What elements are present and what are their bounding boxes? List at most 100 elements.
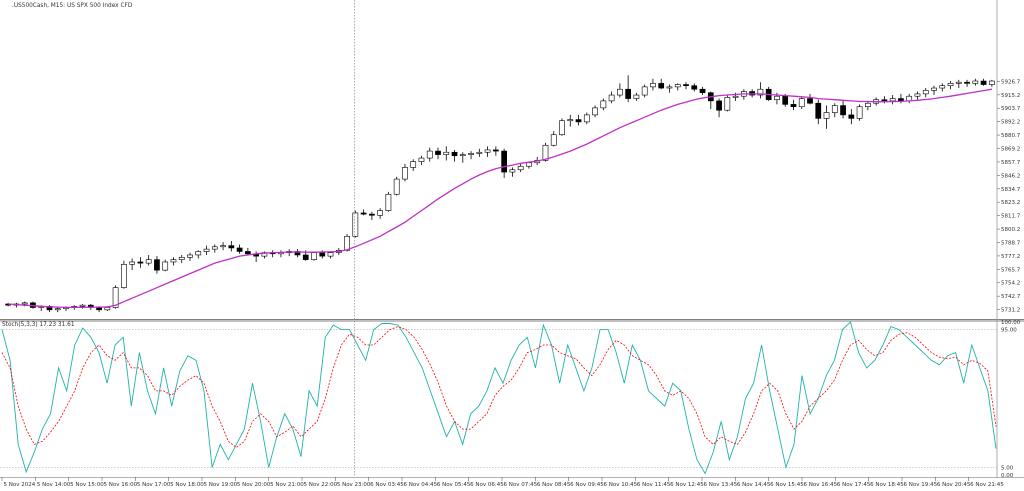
candle: [236, 244, 243, 254]
candle: [509, 167, 516, 177]
candle: [385, 191, 392, 212]
candle: [195, 250, 202, 259]
candle-body: [220, 245, 226, 248]
candle: [575, 114, 582, 126]
candle-body: [790, 104, 797, 108]
candle: [831, 103, 838, 118]
candle-body: [377, 210, 383, 216]
candle: [369, 211, 375, 220]
candle: [757, 82, 764, 99]
price-tick-label: 5777.2: [1001, 254, 1020, 260]
candle: [840, 100, 846, 119]
candle-body: [641, 86, 648, 96]
candle: [931, 85, 937, 96]
candle: [798, 97, 805, 110]
candle-body: [451, 151, 458, 157]
candle-body: [774, 95, 780, 101]
time-tick-label: 6 Nov 13:45: [704, 482, 738, 488]
candle-body: [931, 87, 937, 91]
candle-body: [443, 151, 450, 155]
candle-body: [716, 100, 722, 111]
candle: [145, 254, 152, 266]
candle-body: [964, 81, 970, 84]
price-tick-label: 5915.2: [1001, 93, 1020, 99]
candle: [592, 105, 598, 118]
candle-body: [311, 252, 317, 260]
time-tick-label: 6 Nov 03:45: [370, 482, 404, 488]
candle: [220, 242, 226, 251]
candle-body: [410, 161, 417, 168]
candle: [683, 82, 689, 90]
candle-body: [137, 261, 144, 264]
candle-body: [542, 144, 549, 161]
candle: [699, 86, 706, 96]
candle-body: [683, 84, 689, 87]
candle-body: [418, 157, 425, 162]
candle: [542, 142, 549, 162]
price-tick-label: 5903.7: [1001, 106, 1021, 112]
candle: [121, 260, 127, 289]
candle: [137, 257, 144, 268]
candle-body: [170, 259, 177, 263]
candle: [815, 99, 822, 125]
candle-body: [823, 112, 830, 119]
candle: [451, 149, 458, 162]
candle-body: [567, 119, 574, 122]
candle: [922, 88, 929, 98]
candle-body: [509, 169, 516, 173]
candle-body: [352, 212, 359, 237]
candle: [823, 105, 830, 129]
candle-body: [782, 95, 789, 105]
candle-body: [757, 88, 764, 96]
time-tick-label: 6 Nov 06:45: [470, 482, 504, 488]
candle: [972, 78, 979, 86]
time-tick-label: 6 Nov 20:45: [937, 482, 971, 488]
time-tick-label: 6 Nov 07:45: [504, 482, 538, 488]
candle: [947, 81, 954, 90]
candle: [187, 252, 193, 261]
candle-body: [162, 261, 169, 271]
time-tick-label: 5 Nov 23:00: [337, 482, 371, 488]
candle: [790, 99, 797, 111]
candle-body: [865, 102, 871, 108]
candle-body: [385, 193, 392, 211]
price-tick-label: 5811.7: [1001, 214, 1021, 220]
price-tick-label: 5834.7: [1001, 187, 1021, 193]
stoch-tick-label: 95.00: [1001, 328, 1017, 334]
candle-body: [203, 248, 210, 252]
candle-body: [989, 80, 995, 85]
frame-layer: [0, 0, 1024, 478]
candle: [54, 307, 61, 313]
candle: [377, 208, 383, 219]
candle-body: [972, 80, 979, 84]
stoch-main-line: [1, 321, 997, 475]
time-tick-label: 6 Nov 17:45: [837, 482, 871, 488]
candle: [625, 75, 631, 103]
time-tick-label: 6 Nov 15:45: [770, 482, 804, 488]
candle: [617, 83, 623, 98]
candle: [294, 249, 301, 258]
time-tick-label: 5 Nov 18:00: [170, 482, 204, 488]
price-tick-label: 5765.7: [1001, 267, 1021, 273]
candle-body: [501, 150, 507, 173]
candle-body: [211, 246, 218, 250]
candle: [410, 159, 417, 171]
indicator-title: Stoch(5,3,3) 17.23 31.61: [2, 322, 75, 328]
candle-body: [625, 88, 631, 99]
candle: [435, 147, 441, 160]
candle: [559, 118, 565, 136]
candle: [658, 78, 665, 90]
candle: [724, 95, 731, 112]
candle-body: [724, 97, 731, 111]
candle-body: [121, 264, 127, 288]
stoch-tick-label: 5.00: [1001, 465, 1014, 471]
candle-body: [145, 259, 152, 264]
candle-body: [550, 134, 557, 146]
candle-body: [319, 252, 326, 257]
time-tick-label: 6 Nov 14:45: [737, 482, 771, 488]
candle: [228, 240, 235, 252]
price-tick-label: 5892.2: [1001, 120, 1020, 126]
candle: [245, 247, 251, 255]
moving-average-layer: [8, 88, 993, 309]
